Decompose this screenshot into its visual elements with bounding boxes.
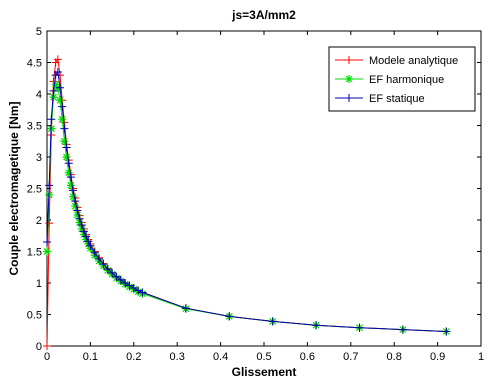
series-layer xyxy=(43,55,451,350)
legend-entry: EF statique xyxy=(335,93,425,105)
y-tick-label: 0.5 xyxy=(27,310,42,322)
x-tick-label: 0.4 xyxy=(213,351,228,363)
data-point xyxy=(43,238,51,247)
data-point xyxy=(56,96,65,105)
data-point xyxy=(345,75,353,83)
data-point xyxy=(112,272,121,281)
data-point xyxy=(103,265,112,274)
data-point xyxy=(345,94,353,102)
data-point xyxy=(69,186,78,195)
data-point xyxy=(51,80,60,89)
data-point xyxy=(77,221,86,230)
y-tick-label: 4.5 xyxy=(27,58,42,70)
data-point xyxy=(58,115,67,124)
data-point xyxy=(43,247,51,256)
data-point xyxy=(86,241,95,250)
y-tick-label: 1 xyxy=(36,278,42,290)
data-point xyxy=(125,281,134,290)
data-point xyxy=(99,260,108,269)
x-tick-label: 0.6 xyxy=(300,351,315,363)
data-point xyxy=(134,286,143,295)
data-point xyxy=(58,102,67,111)
data-point xyxy=(95,255,104,264)
legend-label: Modele analytique xyxy=(369,55,458,67)
data-point xyxy=(75,214,84,223)
y-tick-label: 0 xyxy=(36,341,42,353)
data-point xyxy=(79,227,88,236)
data-point xyxy=(181,304,190,313)
legend-entry: Modele analytique xyxy=(335,55,458,67)
data-point xyxy=(43,342,51,350)
y-tick-label: 4 xyxy=(36,89,42,101)
series-3 xyxy=(43,67,451,336)
x-tick-label: 0.1 xyxy=(83,351,98,363)
x-axis-label: Glissement xyxy=(232,365,297,379)
data-point xyxy=(62,153,71,161)
y-tick-label: 2 xyxy=(36,215,42,227)
data-point xyxy=(116,275,125,284)
data-point xyxy=(73,210,82,219)
data-point xyxy=(225,312,234,321)
data-point xyxy=(56,83,65,92)
data-point xyxy=(64,168,73,177)
data-point xyxy=(60,137,69,146)
data-point xyxy=(129,284,138,293)
y-tick-label: 2.5 xyxy=(27,184,42,196)
y-tick-label: 3 xyxy=(36,152,42,164)
chart-title: js=3A/mm2 xyxy=(231,8,296,22)
x-tick-label: 0.9 xyxy=(430,351,445,363)
x-tick-label: 0.5 xyxy=(256,351,271,363)
legend-label: EF statique xyxy=(369,93,425,105)
data-point xyxy=(442,327,451,336)
data-point xyxy=(73,206,82,215)
legend-label: EF harmonique xyxy=(369,74,444,86)
data-point xyxy=(66,181,75,190)
x-tick-label: 0 xyxy=(44,351,50,363)
data-point xyxy=(398,325,407,334)
legend: Modele analytique EF harmonique EF statiqu… xyxy=(328,46,476,112)
data-point xyxy=(64,159,73,168)
data-point xyxy=(71,197,80,206)
data-point xyxy=(66,173,75,182)
data-point xyxy=(45,181,54,190)
legend-entry: EF harmonique xyxy=(335,74,444,86)
data-point xyxy=(69,192,78,201)
data-point xyxy=(82,232,91,241)
y-tick-label: 3.5 xyxy=(27,121,42,133)
data-point xyxy=(138,288,147,297)
data-point xyxy=(49,86,58,95)
x-tick-label: 0.3 xyxy=(170,351,185,363)
x-tick-label: 0.7 xyxy=(343,351,358,363)
data-point xyxy=(45,219,54,228)
data-point xyxy=(62,143,71,152)
data-point xyxy=(345,56,353,64)
y-axis-label: Couple electromagetique [Nm] xyxy=(7,101,21,275)
data-point xyxy=(355,323,364,332)
x-tick-label: 0.8 xyxy=(387,351,402,363)
data-point xyxy=(47,115,56,124)
series-line xyxy=(46,70,447,332)
x-tick-label: 1 xyxy=(478,351,484,363)
data-point xyxy=(108,268,117,277)
y-tick-label: 1.5 xyxy=(27,247,42,259)
data-point xyxy=(268,317,277,326)
data-point xyxy=(312,321,321,330)
data-point xyxy=(53,55,62,64)
data-point xyxy=(121,279,130,287)
y-tick-label: 5 xyxy=(36,26,42,38)
x-tick-label: 0.2 xyxy=(126,351,141,363)
data-point xyxy=(53,67,62,76)
data-point xyxy=(60,124,69,133)
data-point xyxy=(90,248,99,257)
data-point xyxy=(71,202,80,211)
data-point xyxy=(84,237,93,246)
axis-ticks: 0 0.1 0.2 0.3 0.4 0.5 0.6 0.7 0.8 0.9 1 0 0.5 1 1.5 2 2.… xyxy=(27,26,484,363)
